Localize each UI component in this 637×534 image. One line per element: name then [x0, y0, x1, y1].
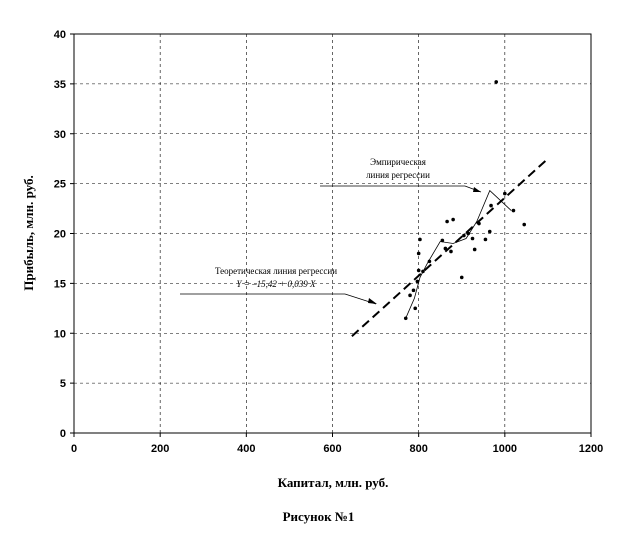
empirical-annotation-line1: Эмпирическая — [370, 157, 426, 167]
x-tick-label: 0 — [71, 443, 77, 455]
data-point — [462, 233, 466, 238]
data-point — [443, 246, 448, 251]
data-point — [427, 259, 432, 264]
y-axis-ticks: 0 5 10 15 20 25 30 35 40 — [54, 29, 74, 440]
data-point — [466, 231, 471, 236]
data-point — [470, 236, 475, 241]
data-point — [416, 268, 421, 273]
data-point — [413, 306, 418, 311]
data-point — [421, 269, 425, 274]
data-point — [489, 203, 493, 208]
y-tick-label: 35 — [54, 79, 66, 91]
theoretical-arrowhead-icon — [368, 298, 377, 304]
y-axis-title: Прибыль, млн. руб. — [21, 175, 36, 290]
y-tick-label: 40 — [54, 29, 66, 41]
empirical-regression-line — [405, 189, 512, 319]
data-point — [503, 191, 507, 196]
y-tick-label: 5 — [60, 378, 66, 390]
empirical-arrowhead-icon — [473, 187, 481, 192]
data-point — [494, 80, 499, 84]
data-point — [483, 237, 488, 242]
y-tick-label: 0 — [60, 428, 66, 440]
data-point — [445, 219, 449, 224]
data-point — [449, 249, 453, 254]
data-point — [522, 222, 527, 227]
empirical-annotation-line2: линия регрессии — [366, 170, 430, 180]
data-point — [487, 229, 492, 234]
data-point — [477, 221, 481, 226]
x-axis-title: Капитал, млн. руб. — [278, 475, 389, 490]
data-point — [403, 316, 408, 321]
x-tick-label: 1200 — [579, 443, 603, 455]
x-tick-label: 800 — [409, 443, 427, 455]
data-point — [472, 247, 477, 252]
data-point — [440, 238, 445, 243]
data-point — [459, 275, 464, 280]
theoretical-regression-line — [351, 157, 549, 337]
x-tick-label: 600 — [323, 443, 341, 455]
data-point — [415, 279, 420, 284]
data-point — [511, 208, 516, 213]
data-point — [411, 288, 416, 293]
y-tick-label: 15 — [54, 278, 66, 290]
data-point — [416, 251, 421, 256]
x-tick-label: 400 — [237, 443, 255, 455]
chart-grid — [74, 34, 591, 433]
y-tick-label: 20 — [54, 229, 66, 241]
data-point — [408, 293, 412, 298]
y-tick-label: 10 — [54, 328, 66, 340]
theoretical-annotation-line1: Теоретическая линия регрессии — [215, 266, 337, 276]
data-points — [403, 80, 527, 321]
y-tick-label: 30 — [54, 129, 66, 141]
data-point — [451, 217, 455, 222]
data-point — [418, 237, 422, 242]
x-tick-label: 200 — [151, 443, 169, 455]
theoretical-annotation-equation: Y = –15,42 + 0,039 X — [237, 279, 316, 289]
x-axis-ticks: 0 200 400 600 800 1000 1200 — [71, 433, 603, 455]
y-tick-label: 25 — [54, 179, 66, 191]
figure-caption: Рисунок №1 — [282, 509, 355, 524]
x-tick-label: 1000 — [493, 443, 517, 455]
